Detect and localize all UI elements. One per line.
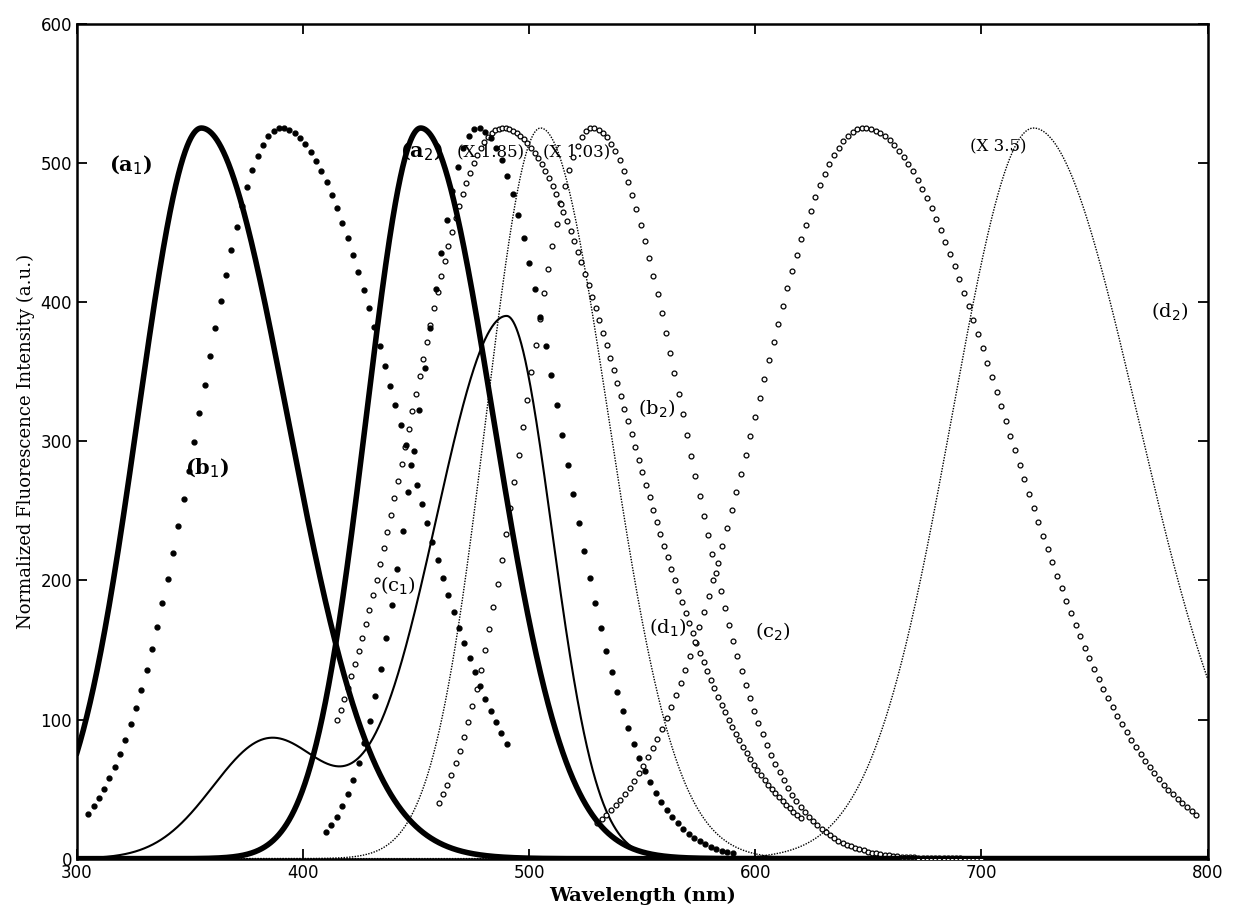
Text: (b$_1$): (b$_1$) (186, 457, 229, 480)
Text: (d$_2$): (d$_2$) (1151, 301, 1189, 323)
Text: (X 3.5): (X 3.5) (970, 139, 1027, 156)
Text: (X 1.85): (X 1.85) (456, 143, 525, 160)
Y-axis label: Normalized Fluorescence Intensity (a.u.): Normalized Fluorescence Intensity (a.u.) (16, 254, 35, 629)
Text: (c$_1$): (c$_1$) (379, 574, 415, 597)
Text: (a$_1$): (a$_1$) (109, 154, 151, 177)
Text: (c$_2$): (c$_2$) (755, 621, 791, 643)
X-axis label: Wavelength (nm): Wavelength (nm) (549, 887, 735, 905)
Text: (X 1.03): (X 1.03) (543, 143, 610, 160)
Text: (b$_2$): (b$_2$) (637, 398, 676, 420)
Text: (d$_1$): (d$_1$) (649, 617, 687, 639)
Text: (a$_2$): (a$_2$) (401, 139, 444, 163)
